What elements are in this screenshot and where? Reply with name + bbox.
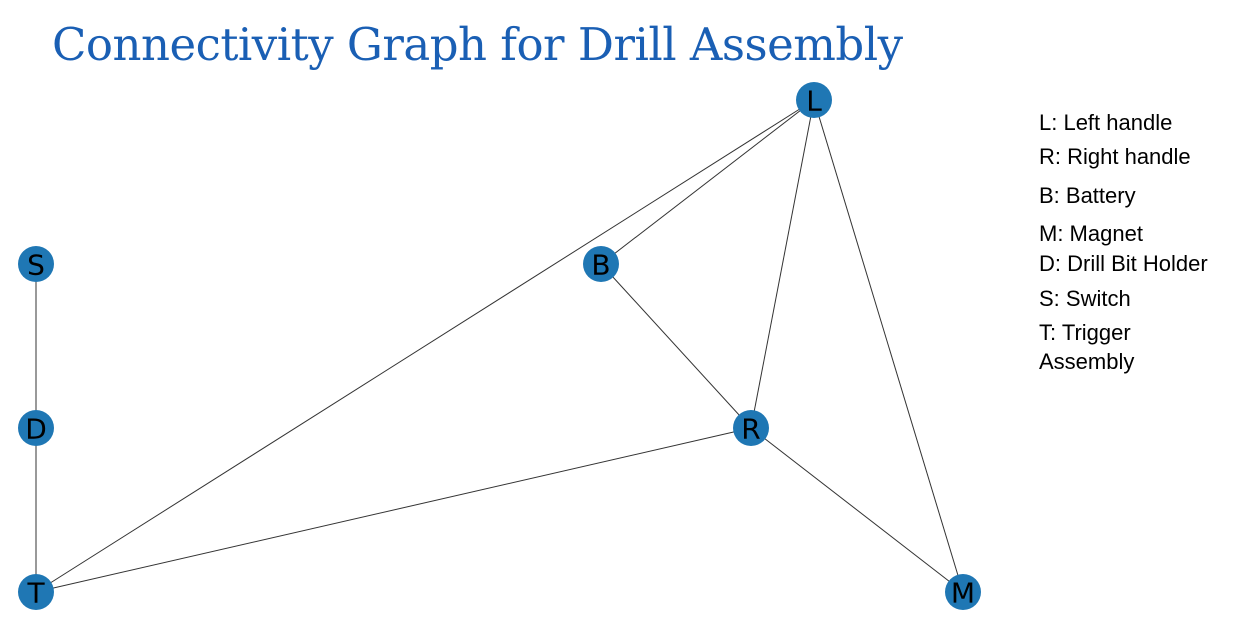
node-d: D [18,410,54,446]
node-t: T [18,574,54,610]
node-b: B [583,246,619,282]
node-circle [18,574,54,610]
node-label: L [806,85,822,118]
edge-r-m [750,427,964,593]
node-label: R [741,413,760,446]
node-m: M [945,574,981,610]
node-l: L [796,82,832,118]
edge-l-r [750,99,815,429]
legend-item-d: D: Drill Bit Holder [1039,251,1208,276]
node-circle [18,410,54,446]
legend-item-s: S: Switch [1039,286,1131,311]
legend-item-t: T: Trigger Assembly [1039,320,1135,374]
node-label: M [951,577,975,610]
page-title: Connectivity Graph for Drill Assembly [52,18,903,71]
node-label: S [27,249,45,282]
graph-edges [35,99,964,593]
legend-item-r: R: Right handle [1039,144,1191,169]
node-circle [18,246,54,282]
node-circle [733,410,769,446]
node-label: D [25,413,47,446]
node-circle [945,574,981,610]
edge-l-m [813,99,964,593]
node-s: S [18,246,54,282]
edge-b-r [600,263,752,429]
node-label: B [591,249,610,282]
node-label: T [26,577,45,610]
edge-r-t [35,427,752,593]
edge-l-t [35,99,815,593]
legend-item-l: L: Left handle [1039,110,1173,135]
legend-item-b: B: Battery [1039,183,1136,208]
legend-item-m: M: Magnet [1039,221,1143,246]
node-circle [583,246,619,282]
graph-nodes: L S B D R T M [18,82,981,610]
node-r: R [733,410,769,446]
edge-l-b [600,99,815,265]
node-circle [796,82,832,118]
